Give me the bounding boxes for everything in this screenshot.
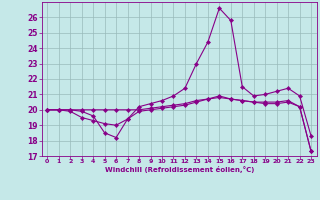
X-axis label: Windchill (Refroidissement éolien,°C): Windchill (Refroidissement éolien,°C)	[105, 166, 254, 173]
